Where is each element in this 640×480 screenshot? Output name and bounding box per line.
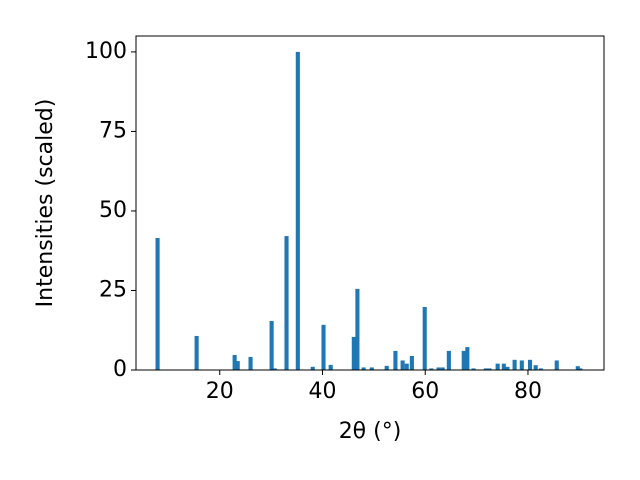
bar (465, 347, 470, 370)
bar (471, 368, 476, 370)
bar (505, 366, 510, 370)
bar (194, 335, 199, 370)
bar (487, 368, 492, 370)
x-tick-label: 40 (308, 379, 336, 404)
x-tick-label: 80 (514, 379, 542, 404)
bar (235, 361, 240, 370)
y-axis-label: Intensities (scaled) (33, 99, 58, 308)
bar (436, 367, 441, 370)
bar (351, 336, 356, 370)
bar (495, 363, 500, 370)
bar (501, 363, 506, 370)
bar (409, 356, 414, 370)
bar (232, 355, 237, 370)
bar (483, 368, 488, 370)
bar (512, 359, 517, 370)
bar (295, 51, 300, 371)
bar (554, 360, 559, 370)
bar (361, 367, 366, 370)
bar (575, 366, 580, 370)
bar (284, 236, 289, 370)
y-tick-label: 0 (113, 357, 127, 382)
bar (422, 307, 427, 370)
bar (446, 350, 451, 370)
bar (404, 363, 409, 370)
bar (429, 368, 434, 370)
plot-frame (135, 35, 605, 371)
bar (155, 237, 160, 370)
bar (533, 365, 538, 370)
y-tick-label: 25 (99, 277, 127, 302)
bar (321, 324, 326, 370)
bar (461, 350, 466, 370)
bar (248, 356, 253, 370)
x-tick-label: 60 (411, 379, 439, 404)
bar (310, 366, 315, 370)
y-tick-label: 50 (99, 198, 127, 223)
x-tick-label: 20 (206, 379, 234, 404)
bar (328, 364, 333, 370)
bar (272, 368, 277, 370)
bar (578, 368, 583, 370)
bar (538, 368, 543, 370)
bar (527, 359, 533, 370)
y-tick-label: 75 (99, 118, 127, 143)
bar (393, 350, 398, 370)
bar (519, 360, 524, 370)
x-axis-label: 2θ (°) (339, 419, 402, 444)
bar (355, 288, 360, 370)
bar (384, 365, 389, 370)
bar (440, 367, 445, 370)
y-tick-label: 100 (85, 39, 127, 64)
bar (369, 367, 374, 370)
bar (269, 321, 274, 370)
bar (400, 360, 405, 370)
